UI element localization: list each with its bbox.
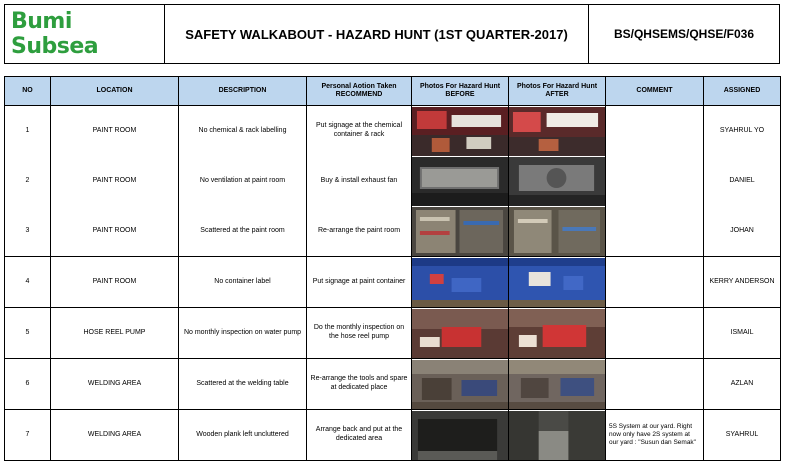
photo-after: [508, 206, 606, 257]
row-assigned: SYAHRUL: [703, 409, 781, 461]
col-action: Personal Aotion Taken RECOMMEND: [306, 76, 412, 106]
table-row: 7 WELDING AREA Wooden plank left unclutt…: [4, 409, 781, 461]
row-no: 2: [4, 156, 51, 206]
row-no: 6: [4, 358, 51, 410]
row-comment: 5S System at our yard. Right now only ha…: [605, 409, 704, 461]
photo-after: [508, 307, 606, 359]
row-no: 1: [4, 105, 51, 156]
row-assigned: JOHAN: [703, 206, 781, 257]
row-location: WELDING AREA: [50, 409, 179, 461]
row-description: Scattered at the paint room: [178, 206, 307, 257]
row-location: PAINT ROOM: [50, 256, 179, 308]
row-comment: [605, 156, 704, 206]
photo-before: [411, 156, 509, 206]
row-comment: [605, 256, 704, 308]
photo-after: [508, 256, 606, 308]
row-comment: [605, 105, 704, 156]
row-action: Buy & install exhaust fan: [306, 156, 412, 206]
row-action: Re-arrange the tools and spare at dedica…: [306, 358, 412, 410]
form-header: Bumi Subsea SAFETY WALKABOUT - HAZARD HU…: [4, 4, 780, 64]
table-row: 5 HOSE REEL PUMP No monthly inspection o…: [4, 307, 781, 359]
row-description: No container label: [178, 256, 307, 308]
photo-before: [411, 307, 509, 359]
row-no: 3: [4, 206, 51, 257]
company-logo: Bumi Subsea: [5, 5, 165, 63]
row-assigned: KERRY ANDERSON: [703, 256, 781, 308]
row-action: Re-arrange the paint room: [306, 206, 412, 257]
col-location: LOCATION: [50, 76, 179, 106]
col-no: NO: [4, 76, 51, 106]
photo-before: [411, 206, 509, 257]
row-description: Scattered at the welding table: [178, 358, 307, 410]
page-title: SAFETY WALKABOUT - HAZARD HUNT (1ST QUAR…: [165, 5, 589, 63]
row-assigned: DANIEL: [703, 156, 781, 206]
logo-text: Bumi Subsea: [11, 9, 99, 59]
col-comment: COMMENT: [605, 76, 704, 106]
row-no: 7: [4, 409, 51, 461]
photo-before: [411, 358, 509, 410]
photo-before: [411, 105, 509, 156]
row-assigned: ISMAIL: [703, 307, 781, 359]
row-no: 5: [4, 307, 51, 359]
table-row: 4 PAINT ROOM No container label Put sign…: [4, 256, 781, 308]
row-location: WELDING AREA: [50, 358, 179, 410]
table-row: 2 PAINT ROOM No ventilation at paint roo…: [4, 156, 781, 206]
row-assigned: AZLAN: [703, 358, 781, 410]
col-assigned: ASSIGNED: [703, 76, 781, 106]
row-description: No ventilation at paint room: [178, 156, 307, 206]
photo-before: [411, 256, 509, 308]
photo-after: [508, 156, 606, 206]
row-description: Wooden plank left uncluttered: [178, 409, 307, 461]
photo-after: [508, 105, 606, 156]
row-comment: [605, 358, 704, 410]
col-description: DESCRIPTION: [178, 76, 307, 106]
photo-before: [411, 409, 509, 461]
col-photo-after: Photos For Hazard Hunt AFTER: [508, 76, 606, 106]
row-description: No chemical & rack labelling: [178, 105, 307, 156]
table-row: 3 PAINT ROOM Scattered at the paint room…: [4, 206, 781, 257]
photo-after: [508, 358, 606, 410]
row-location: PAINT ROOM: [50, 105, 179, 156]
photo-after: [508, 409, 606, 461]
table-header-row: NO LOCATION DESCRIPTION Personal Aotion …: [4, 76, 781, 106]
row-location: HOSE REEL PUMP: [50, 307, 179, 359]
row-comment: [605, 307, 704, 359]
row-description: No monthly inspection on water pump: [178, 307, 307, 359]
row-action: Put signage at paint container: [306, 256, 412, 308]
row-comment: [605, 206, 704, 257]
table-row: 6 WELDING AREA Scattered at the welding …: [4, 358, 781, 410]
row-action: Put signage at the chemical container & …: [306, 105, 412, 156]
hazard-hunt-table: NO LOCATION DESCRIPTION Personal Aotion …: [4, 76, 781, 461]
row-assigned: SYAHRUL YO: [703, 105, 781, 156]
table-row: 1 PAINT ROOM No chemical & rack labellin…: [4, 105, 781, 156]
col-photo-before: Photos For Hazard Hunt BEFORE: [411, 76, 509, 106]
row-action: Do the monthly inspection on the hose re…: [306, 307, 412, 359]
row-location: PAINT ROOM: [50, 206, 179, 257]
document-code: BS/QHSEMS/QHSE/F036: [613, 27, 755, 41]
row-location: PAINT ROOM: [50, 156, 179, 206]
row-action: Arrange back and put at the dedicated ar…: [306, 409, 412, 461]
row-no: 4: [4, 256, 51, 308]
